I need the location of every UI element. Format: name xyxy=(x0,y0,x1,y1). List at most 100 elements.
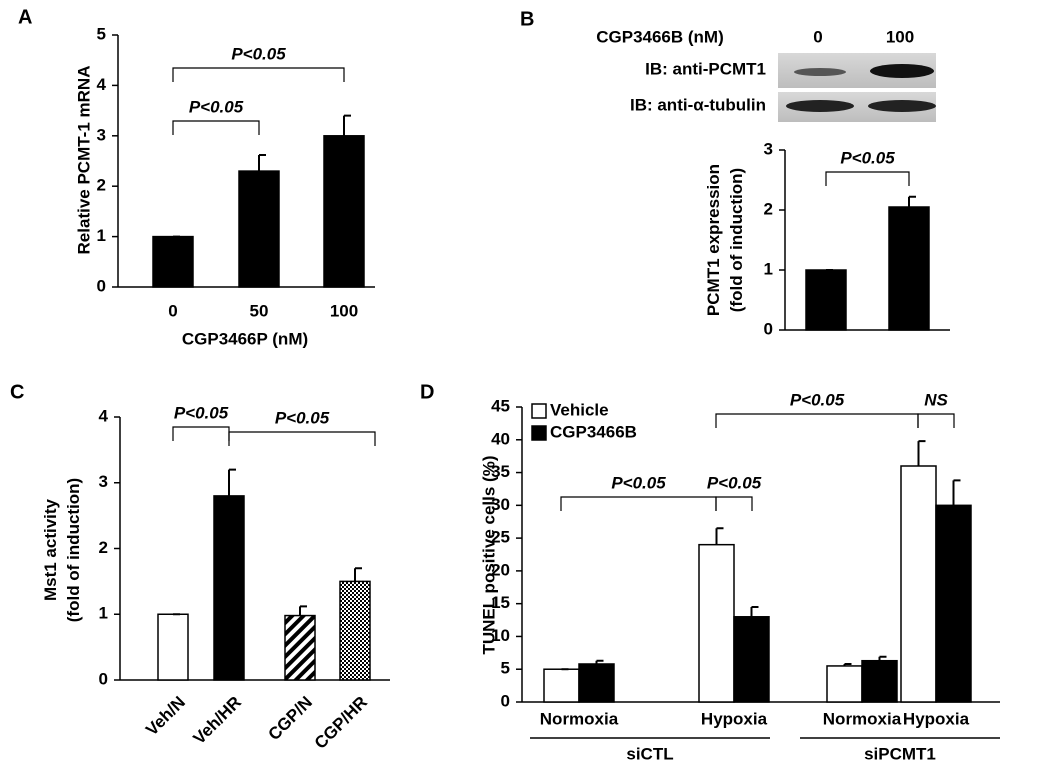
y-tick-label: 40 xyxy=(491,429,510,448)
x-tick-label: Veh/HR xyxy=(189,693,245,749)
annotation: P<0.05 xyxy=(790,390,845,409)
y-tick-label: 3 xyxy=(764,139,773,158)
bar xyxy=(733,616,770,703)
y-axis-label: Relative PCMT-1 mRNA xyxy=(74,66,93,255)
bar xyxy=(826,665,863,703)
legend-label: CGP3466B xyxy=(550,422,637,441)
error-bar xyxy=(343,114,351,136)
blot-row-label: IB: anti-α-tubulin xyxy=(630,95,766,114)
x-tick-label: Hypoxia xyxy=(701,709,768,728)
y-tick-label: 0 xyxy=(501,691,510,710)
bar xyxy=(238,170,280,288)
y-tick-label: 10 xyxy=(491,626,510,645)
error-bar xyxy=(878,655,887,661)
legend-label: Vehicle xyxy=(550,400,609,419)
legend-swatch xyxy=(531,425,547,441)
blot-band xyxy=(786,100,854,112)
legend-swatch xyxy=(531,403,547,419)
blot-band xyxy=(868,100,936,112)
annotation: P<0.05 xyxy=(840,148,895,167)
bar xyxy=(339,580,371,681)
panel-letter: D xyxy=(420,381,434,403)
y-tick-label: 0 xyxy=(99,669,108,688)
bar xyxy=(213,495,245,681)
y-tick-label: 4 xyxy=(97,75,107,94)
bar xyxy=(578,663,615,703)
blot-band xyxy=(870,64,934,78)
x-tick-label: Normoxia xyxy=(540,709,619,728)
y-tick-label: 1 xyxy=(97,226,106,245)
y-axis-label: TUNEL positive cells (%) xyxy=(479,455,498,654)
y-axis-label: (fold of induction) xyxy=(64,478,83,622)
blot-row-label: IB: anti-PCMT1 xyxy=(645,59,766,78)
lane-label: 100 xyxy=(886,27,914,46)
bar xyxy=(323,135,365,288)
bar xyxy=(698,543,735,703)
y-tick-label: 30 xyxy=(491,495,510,514)
x-tick-label: Hypoxia xyxy=(903,709,970,728)
x-tick-label: CGP/N xyxy=(264,693,316,745)
significance-bracket xyxy=(172,426,230,441)
x-tick-label: 50 xyxy=(250,301,269,320)
error-bar xyxy=(299,605,307,616)
y-axis-label: Mst1 activity xyxy=(41,498,60,601)
y-tick-label: 2 xyxy=(764,199,773,218)
annotation: P<0.05 xyxy=(231,44,286,63)
y-tick-label: 3 xyxy=(99,472,108,491)
y-tick-label: 5 xyxy=(501,659,510,678)
x-tick-label: CGP/HR xyxy=(311,693,371,753)
y-tick-label: 0 xyxy=(97,276,106,295)
y-tick-label: 1 xyxy=(99,604,108,623)
group-label: siCTL xyxy=(626,744,673,763)
error-bar xyxy=(917,440,926,466)
x-tick-label: 0 xyxy=(168,301,177,320)
significance-bracket xyxy=(172,120,260,135)
annotation: P<0.05 xyxy=(275,408,330,427)
y-tick-label: 45 xyxy=(491,396,510,415)
error-bar xyxy=(595,659,604,664)
bar xyxy=(157,613,189,681)
error-bar xyxy=(750,605,759,617)
x-tick-label: 100 xyxy=(330,301,358,320)
error-bar xyxy=(228,468,236,496)
y-tick-label: 5 xyxy=(97,24,106,43)
error-bar xyxy=(952,479,961,506)
annotation: NS xyxy=(924,390,948,409)
error-bar xyxy=(715,527,724,545)
y-axis-label: PCMT1 expression xyxy=(704,164,723,316)
y-tick-label: 3 xyxy=(97,125,106,144)
bar xyxy=(888,206,930,331)
y-tick-label: 35 xyxy=(491,462,510,481)
x-axis-label: CGP3466P (nM) xyxy=(182,329,308,348)
y-tick-label: 25 xyxy=(491,528,510,547)
bar xyxy=(543,668,580,703)
error-bar xyxy=(354,567,362,582)
group-label: siPCMT1 xyxy=(864,744,936,763)
annotation: P<0.05 xyxy=(189,97,244,116)
y-tick-label: 4 xyxy=(99,406,109,425)
bar xyxy=(900,465,937,703)
panel-letter: A xyxy=(18,6,32,28)
bar xyxy=(805,269,847,331)
significance-bracket xyxy=(560,496,717,511)
significance-bracket xyxy=(917,413,955,428)
panel-letter: B xyxy=(520,8,534,30)
bar xyxy=(152,235,194,288)
error-bar xyxy=(258,153,266,172)
annotation: P<0.05 xyxy=(707,473,762,492)
bar xyxy=(935,504,972,703)
bar xyxy=(861,659,898,703)
x-tick-label: Normoxia xyxy=(823,709,902,728)
significance-bracket xyxy=(825,171,910,186)
y-tick-label: 20 xyxy=(491,560,510,579)
blot-header: CGP3466B (nM) xyxy=(596,27,724,46)
y-axis-label: (fold of induction) xyxy=(727,168,746,312)
annotation: P<0.05 xyxy=(174,403,229,422)
bar xyxy=(284,614,316,681)
blot-band xyxy=(794,68,846,76)
y-tick-label: 1 xyxy=(764,259,773,278)
panel-letter: C xyxy=(10,381,24,403)
x-tick-label: Veh/N xyxy=(142,693,189,740)
error-bar xyxy=(908,195,916,207)
